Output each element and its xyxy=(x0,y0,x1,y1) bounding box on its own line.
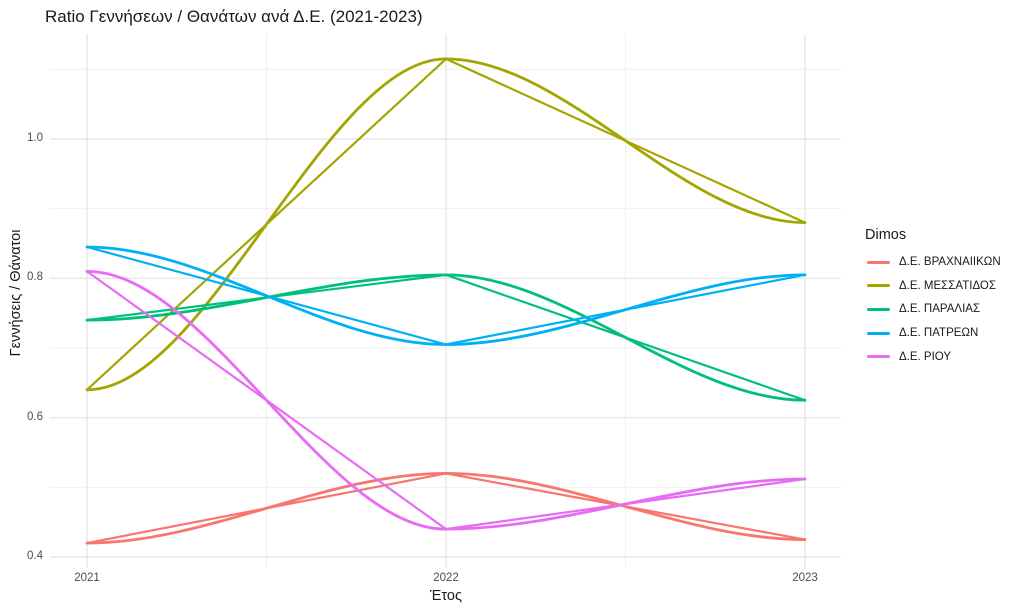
legend-title: Dimos xyxy=(865,227,907,243)
legend-item: Δ.Ε. ΠΑΡΑΛΙΑΣ xyxy=(865,300,980,318)
series-line-smooth xyxy=(85,245,807,346)
series-line-smooth xyxy=(85,273,807,402)
legend-item-label: Δ.Ε. ΠΑΡΑΛΙΑΣ xyxy=(899,303,981,316)
y-tick-label: 1.0 xyxy=(27,131,43,144)
chart-title: Ratio Γεννήσεων / Θανάτων ανά Δ.Ε. (2021… xyxy=(45,7,423,26)
y-axis-title: Γεννήσεις / Θάνατοι xyxy=(8,229,24,357)
x-tick-label: 2023 xyxy=(792,572,818,584)
y-tick-label: 0.4 xyxy=(27,550,43,562)
series-line-smooth xyxy=(85,472,807,545)
y-tick-label: 0.8 xyxy=(27,271,43,284)
legend-item-label: Δ.Ε. ΒΡΑΧΝΑΙΙΚΩΝ xyxy=(899,256,1001,268)
series-line-smooth xyxy=(85,269,807,531)
legend-swatch-line-icon xyxy=(867,331,890,335)
series-line-smooth xyxy=(85,57,807,392)
legend-item: Δ.Ε. ΠΑΤΡΕΩΝ xyxy=(865,324,978,342)
legend-item-label: Δ.Ε. ΡΙΟΥ xyxy=(899,350,952,363)
y-tick-label: 0.6 xyxy=(27,410,43,423)
legend-swatch-line-icon xyxy=(867,260,890,264)
legend-item: Δ.Ε. ΜΕΣΣΑΤΙΔΟΣ xyxy=(865,277,996,295)
legend-item-label: Δ.Ε. ΠΑΤΡΕΩΝ xyxy=(899,327,979,340)
legend-swatch-line-icon xyxy=(867,284,890,288)
x-tick-label: 2022 xyxy=(433,572,459,584)
legend-item: Δ.Ε. ΒΡΑΧΝΑΙΙΚΩΝ xyxy=(865,253,1001,271)
legend: Dimos Δ.Ε. ΒΡΑΧΝΑΙΙΚΩΝ Δ.Ε. ΜΕΣΣΑΤΙΔΟΣ Δ.Ε… xyxy=(865,227,1001,363)
legend-item-label: Δ.Ε. ΜΕΣΣΑΤΙΔΟΣ xyxy=(899,279,996,292)
legend-swatch-line-icon xyxy=(867,307,890,311)
x-tick-label: 2021 xyxy=(74,572,100,584)
legend-swatch-line-icon xyxy=(867,355,890,359)
legend-item: Δ.Ε. ΡΙΟΥ xyxy=(865,348,951,366)
x-axis-title: Έτος xyxy=(430,588,462,604)
